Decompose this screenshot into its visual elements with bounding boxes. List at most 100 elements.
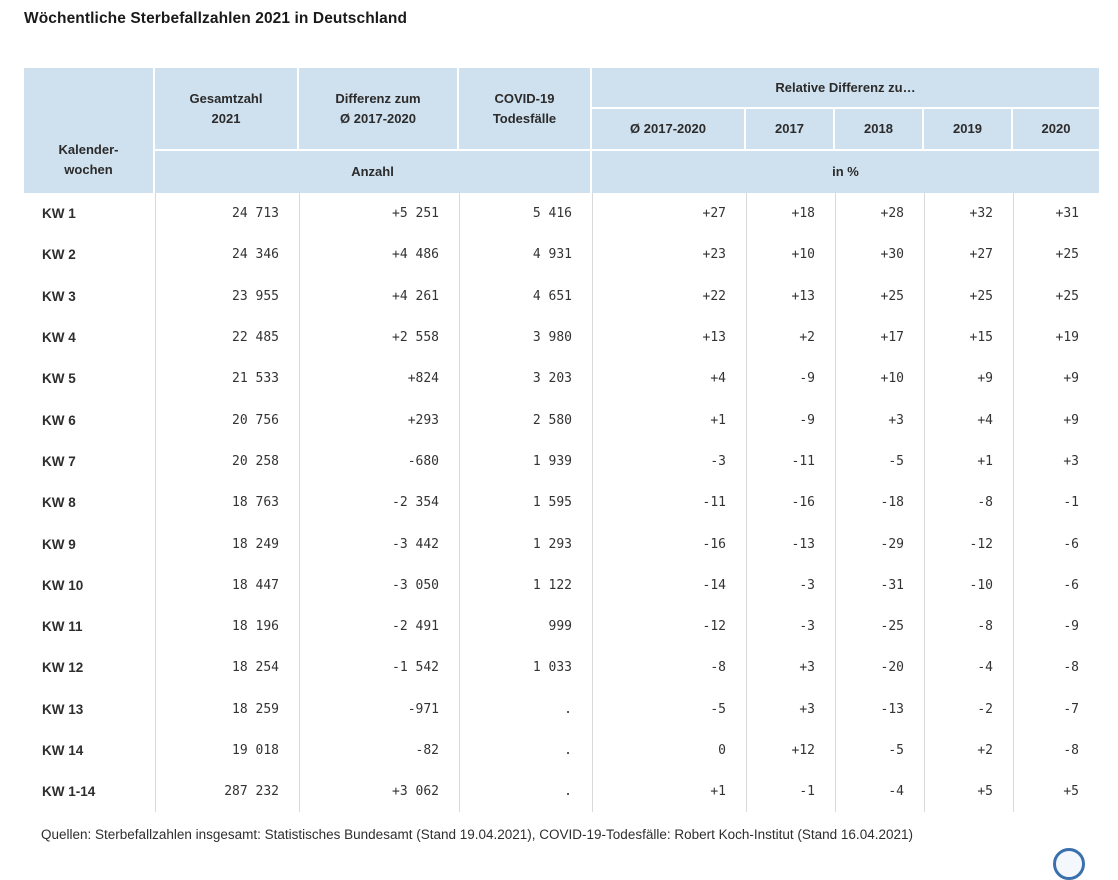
cell: 4 651 [459,275,592,317]
cell: +1 [924,440,1013,483]
feedback-circle-button[interactable] [1053,848,1085,880]
table-row: KW 3 23 955 +4 261 4 651 +22 +13 +25 +25… [24,275,1099,317]
cell: 287 232 [155,771,299,813]
cell: +30 [835,234,924,276]
table-row: KW 5 21 533 +824 3 203 +4 -9 +10 +9 +9 [24,358,1099,400]
cell: +18 [746,193,835,235]
cell: +25 [924,275,1013,317]
cell: +25 [1013,234,1099,276]
header-kalenderwochen-line2: wochen [64,162,113,177]
table-row: KW 2 24 346 +4 486 4 931 +23 +10 +30 +27… [24,234,1099,276]
cell: +32 [924,193,1013,235]
cell: -16 [746,482,835,524]
table-row: KW 8 18 763 -2 354 1 595 -11 -16 -18 -8 … [24,482,1099,524]
cell: +4 [592,358,746,400]
header-anzahl: Anzahl [155,151,590,193]
cell: -1 [1013,482,1099,524]
cell: +13 [746,275,835,317]
cell: -5 [835,440,924,483]
cell: +3 [1013,440,1099,483]
table-header: Kalender- wochen Gesamtzahl 2021 Differe… [24,68,1099,193]
cell: -6 [1013,523,1099,565]
cell: 18 259 [155,688,299,730]
cell: -4 [835,771,924,813]
header-year-2018: 2018 [835,109,922,149]
cell: -2 [924,688,1013,730]
cell: -2 354 [299,482,459,524]
cell: +9 [1013,399,1099,441]
cell: 24 713 [155,193,299,235]
table-row: KW 12 18 254 -1 542 1 033 -8 +3 -20 -4 -… [24,647,1099,689]
source-note: Quellen: Sterbefallzahlen insgesamt: Sta… [41,827,913,842]
cell: +19 [1013,316,1099,359]
cell: 23 955 [155,275,299,317]
header-covid-line1: COVID-19 [494,90,555,106]
cell: 18 254 [155,647,299,689]
cell: -5 [835,729,924,772]
cell: +1 [592,771,746,813]
header-covid-line2: Todesfälle [492,110,557,126]
cell: -8 [924,482,1013,524]
row-label: KW 3 [42,288,76,304]
header-in-percent: in % [592,151,1099,193]
cell: +10 [746,234,835,276]
row-label: KW 12 [42,660,84,676]
cell: -20 [835,647,924,689]
cell: +5 [1013,771,1099,813]
cell: -9 [1013,605,1099,648]
cell: +23 [592,234,746,276]
cell: -14 [592,564,746,606]
cell: +293 [299,399,459,441]
cell: +27 [924,234,1013,276]
cell: 5 416 [459,193,592,235]
cell: +27 [592,193,746,235]
cell: 18 196 [155,605,299,648]
cell: -16 [592,523,746,565]
cell: 3 203 [459,358,592,400]
header-year-2017: 2017 [746,109,833,149]
cell: . [459,771,592,813]
cell: +4 [924,399,1013,441]
cell: +2 558 [299,316,459,359]
cell: . [459,688,592,730]
table-row: KW 1-14 287 232 +3 062 . +1 -1 -4 +5 +5 [24,771,1099,813]
row-label: KW 8 [42,495,76,511]
weekly-deaths-table: Kalender- wochen Gesamtzahl 2021 Differe… [24,68,1099,813]
cell: 3 980 [459,316,592,359]
cell: -1 [746,771,835,813]
cell: -11 [746,440,835,483]
header-differenz-line1: Differenz zum [335,90,421,106]
table-row: KW 14 19 018 -82 . 0 +12 -5 +2 -8 [24,729,1099,772]
cell: 2 580 [459,399,592,441]
cell: . [459,729,592,772]
cell: +3 [746,688,835,730]
row-label: KW 4 [42,330,76,346]
row-label: KW 11 [42,619,83,635]
row-label: KW 2 [42,247,76,263]
cell: +22 [592,275,746,317]
header-relative-differenz: Relative Differenz zu… [592,68,1099,107]
header-year-2020: 2020 [1013,109,1099,149]
cell: +9 [924,358,1013,400]
table-row: KW 13 18 259 -971 . -5 +3 -13 -2 -7 [24,688,1099,730]
header-gesamtzahl: Gesamtzahl 2021 [155,68,297,149]
cell: +12 [746,729,835,772]
cell: +17 [835,316,924,359]
cell: -8 [1013,729,1099,772]
cell: 18 447 [155,564,299,606]
row-label: KW 10 [42,577,84,593]
cell: +4 261 [299,275,459,317]
page-title: Wöchentliche Sterbefallzahlen 2021 in De… [24,10,408,27]
cell: -12 [924,523,1013,565]
table-row: KW 7 20 258 -680 1 939 -3 -11 -5 +1 +3 [24,440,1099,483]
cell: +13 [592,316,746,359]
cell: -10 [924,564,1013,606]
cell: -971 [299,688,459,730]
cell: +31 [1013,193,1099,235]
cell: 999 [459,605,592,648]
cell: +824 [299,358,459,400]
cell: -4 [924,647,1013,689]
cell: 20 258 [155,440,299,483]
cell: -9 [746,399,835,441]
cell: -2 491 [299,605,459,648]
